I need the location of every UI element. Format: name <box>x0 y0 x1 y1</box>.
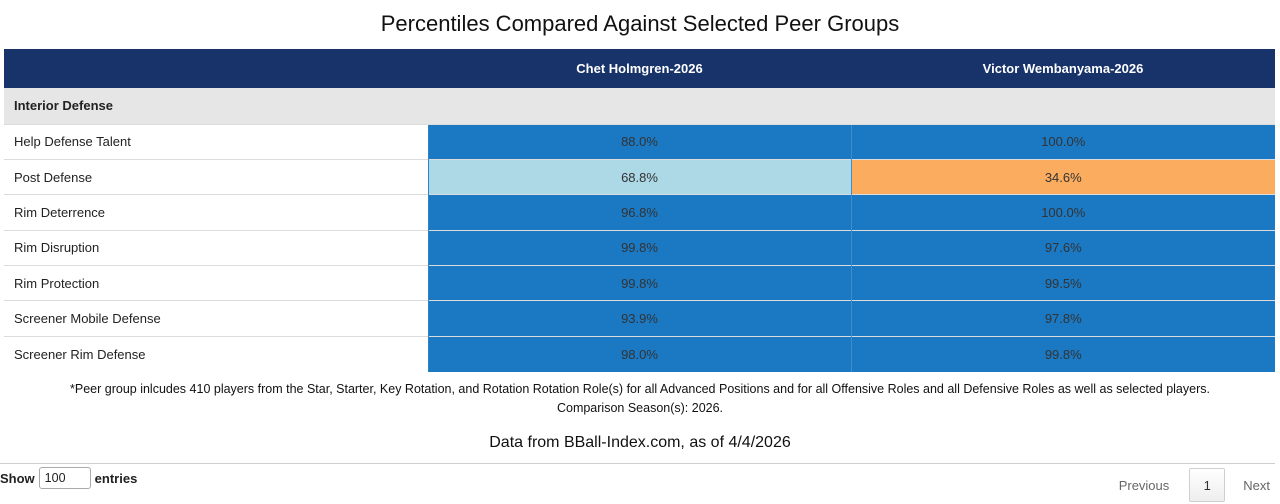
stat-label: Rim Disruption <box>4 229 428 266</box>
page-title: Percentiles Compared Against Selected Pe… <box>380 11 900 36</box>
percentile-cell-player-2: 34.6% <box>850 158 1275 195</box>
group-row: Interior Defense <box>4 88 1275 124</box>
entries-length-control: Show entries <box>0 466 137 490</box>
table-row: Rim Disruption 99.8% 97.6% <box>4 229 1275 266</box>
percentile-cell-player-1: 96.8% <box>427 194 851 231</box>
percentile-cell-player-1: 98.0% <box>427 335 851 372</box>
percentile-cell-player-1: 93.9% <box>427 300 851 337</box>
table-row: Rim Deterrence 96.8% 100.0% <box>4 194 1275 231</box>
group-label: Interior Defense <box>4 88 1275 124</box>
stat-label: Screener Rim Defense <box>4 335 428 372</box>
percentile-cell-player-1: 99.8% <box>427 229 851 266</box>
percentile-cell-player-1: 88.0% <box>427 123 851 160</box>
table-row: Screener Mobile Defense 93.9% 97.8% <box>4 300 1275 337</box>
stat-label: Rim Deterrence <box>4 194 428 231</box>
percentile-cell-player-2: 97.6% <box>850 229 1275 266</box>
percentile-cell-player-1: 99.8% <box>427 265 851 301</box>
table-header-row: Chet Holmgren-2026 Victor Wembanyama-202… <box>4 49 1275 88</box>
percentiles-table: Chet Holmgren-2026 Victor Wembanyama-202… <box>4 49 1275 372</box>
column-header-player-2[interactable]: Victor Wembanyama-2026 <box>851 49 1275 88</box>
divider <box>0 463 1275 464</box>
table-row: Help Defense Talent 88.0% 100.0% <box>4 123 1275 160</box>
column-header-player-1[interactable]: Chet Holmgren-2026 <box>428 49 851 88</box>
previous-page-button[interactable]: Previous <box>1118 477 1170 493</box>
table-row: Post Defense 68.8% 34.6% <box>4 158 1275 195</box>
column-header-stat[interactable] <box>4 49 428 88</box>
stat-label: Post Defense <box>4 158 428 195</box>
stat-label: Help Defense Talent <box>4 123 428 160</box>
next-page-button[interactable]: Next <box>1243 477 1270 493</box>
peer-group-note: *Peer group inlcudes 410 players from th… <box>0 380 1280 418</box>
table-row: Rim Protection 99.8% 99.5% <box>4 265 1275 301</box>
pagination: Previous 1 Next <box>1119 468 1270 502</box>
peer-group-note-line-1: *Peer group inlcudes 410 players from th… <box>70 382 1210 396</box>
stat-label: Rim Protection <box>4 265 428 301</box>
percentile-cell-player-2: 99.8% <box>850 335 1275 372</box>
data-source: Data from BBall-Index.com, as of 4/4/202… <box>489 434 791 451</box>
stat-label: Screener Mobile Defense <box>4 300 428 337</box>
percentile-cell-player-1: 68.8% <box>427 158 851 195</box>
page-1-button[interactable]: 1 <box>1189 468 1226 502</box>
percentile-cell-player-2: 97.8% <box>850 300 1275 337</box>
percentile-cell-player-2: 99.5% <box>850 265 1275 301</box>
peer-group-note-line-2: Comparison Season(s): 2026. <box>556 401 724 415</box>
show-label: Show <box>0 470 35 486</box>
percentile-cell-player-2: 100.0% <box>850 123 1275 160</box>
percentile-cell-player-2: 100.0% <box>850 194 1275 231</box>
table-row: Screener Rim Defense 98.0% 99.8% <box>4 335 1275 372</box>
entries-count-input[interactable] <box>38 467 91 489</box>
entries-label: entries <box>94 470 138 486</box>
